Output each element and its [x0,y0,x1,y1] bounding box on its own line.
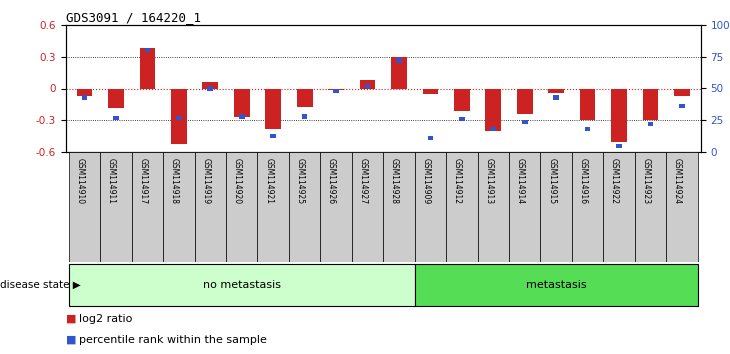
Bar [297,88,312,107]
Bar [131,152,164,262]
Bar [289,152,320,262]
Bar [234,88,250,117]
Bar [553,95,559,99]
Bar [603,152,635,262]
Bar [365,84,370,88]
Bar [82,95,88,99]
Bar [69,152,100,262]
Bar [459,117,465,121]
Text: GSM114914: GSM114914 [515,158,525,204]
Bar [648,122,653,126]
Text: GSM114916: GSM114916 [579,158,588,204]
Text: ■: ■ [66,314,76,324]
Bar [320,152,352,262]
Bar [585,127,591,131]
Text: GSM114921: GSM114921 [264,158,273,204]
Bar [171,88,187,144]
Text: log2 ratio: log2 ratio [79,314,132,324]
Bar [301,114,307,119]
Text: GSM114920: GSM114920 [233,158,242,204]
Bar [611,88,627,142]
Bar [415,264,698,306]
Bar [391,57,407,88]
Bar [423,88,438,94]
Bar [328,88,344,90]
Bar [113,116,119,120]
Bar [270,133,276,138]
Text: GSM114911: GSM114911 [107,158,116,204]
Bar [674,88,690,96]
Text: percentile rank within the sample: percentile rank within the sample [79,335,266,345]
Bar [258,152,289,262]
Bar [108,88,124,108]
Bar [352,152,383,262]
Bar [580,88,596,120]
Text: ■: ■ [66,335,76,345]
Text: GSM114915: GSM114915 [548,158,556,204]
Bar [145,48,150,52]
Text: GSM114918: GSM114918 [170,158,179,204]
Bar [572,152,603,262]
Bar [477,152,509,262]
Text: GSM114912: GSM114912 [453,158,462,204]
Bar [679,104,685,108]
Text: GSM114913: GSM114913 [484,158,493,204]
Text: no metastasis: no metastasis [203,280,281,290]
Bar [77,88,93,96]
Text: GSM114926: GSM114926 [327,158,336,204]
Bar [509,152,540,262]
Bar [207,86,213,91]
Text: metastasis: metastasis [526,280,586,290]
Bar [428,136,433,140]
Bar [666,152,698,262]
Text: GSM114923: GSM114923 [642,158,650,204]
Text: GDS3091 / 164220_1: GDS3091 / 164220_1 [66,11,201,24]
Bar [100,152,131,262]
Text: GSM114925: GSM114925 [296,158,304,204]
Bar [485,88,502,131]
Bar [548,88,564,93]
Text: GSM114919: GSM114919 [201,158,210,204]
Bar [69,264,415,306]
Bar [139,48,155,88]
Bar [265,88,281,129]
Bar [522,120,528,124]
Bar [226,152,258,262]
Text: GSM114924: GSM114924 [673,158,682,204]
Bar [334,89,339,93]
Bar [415,152,446,262]
Bar [383,152,415,262]
Bar [164,152,195,262]
Bar [360,80,375,88]
Bar [616,144,622,148]
Bar [540,152,572,262]
Bar [635,152,666,262]
Text: GSM114910: GSM114910 [76,158,85,204]
Bar [454,88,469,111]
Text: GSM114909: GSM114909 [421,158,431,204]
Text: disease state ▶: disease state ▶ [0,280,81,290]
Bar [176,116,182,120]
Text: GSM114922: GSM114922 [610,158,619,204]
Bar [642,88,658,120]
Bar [195,152,226,262]
Text: GSM114917: GSM114917 [139,158,147,204]
Text: GSM114927: GSM114927 [358,158,367,204]
Bar [396,58,402,63]
Bar [202,82,218,88]
Text: GSM114928: GSM114928 [390,158,399,204]
Bar [446,152,477,262]
Bar [239,114,245,119]
Bar [517,88,533,114]
Bar [491,127,496,131]
